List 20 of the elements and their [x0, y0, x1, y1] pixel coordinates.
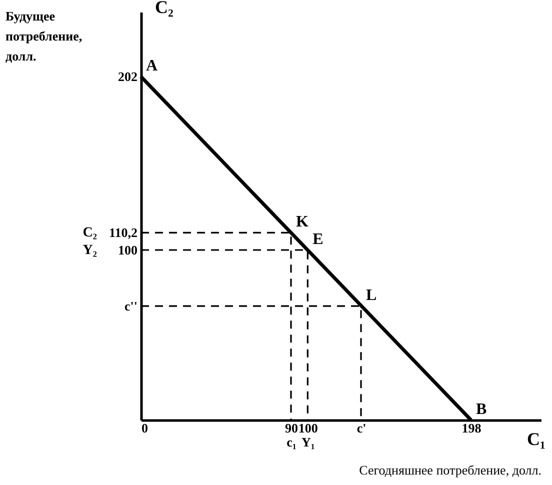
y-axis-title: Будущее потребление, долл.: [6, 8, 82, 64]
y-tick-label: 100: [118, 242, 138, 258]
annotation: L: [366, 287, 377, 304]
x-axis-title: Сегодняшнее потребление, долл.: [359, 462, 542, 478]
text: Y₂: [82, 243, 97, 258]
annotation: K: [296, 214, 309, 231]
x-tick-label: 0: [142, 420, 148, 436]
y-tick-label: 110,2: [108, 225, 138, 240]
annotation: C₂: [155, 0, 174, 17]
text: C₁: [527, 429, 546, 449]
x-tick-label: 198: [462, 420, 482, 436]
x-tick-label: 100 Y₁: [298, 420, 318, 450]
y-tick-label: 202: [118, 69, 138, 84]
text: C₂: [82, 226, 97, 241]
annotation: E: [312, 231, 324, 248]
annotation: B: [476, 401, 487, 418]
annotation: A: [146, 58, 158, 75]
y-tick-label: c'': [124, 298, 138, 314]
x-tick-label: 90 c₁: [285, 420, 298, 450]
x-tick-label: c': [356, 420, 366, 436]
